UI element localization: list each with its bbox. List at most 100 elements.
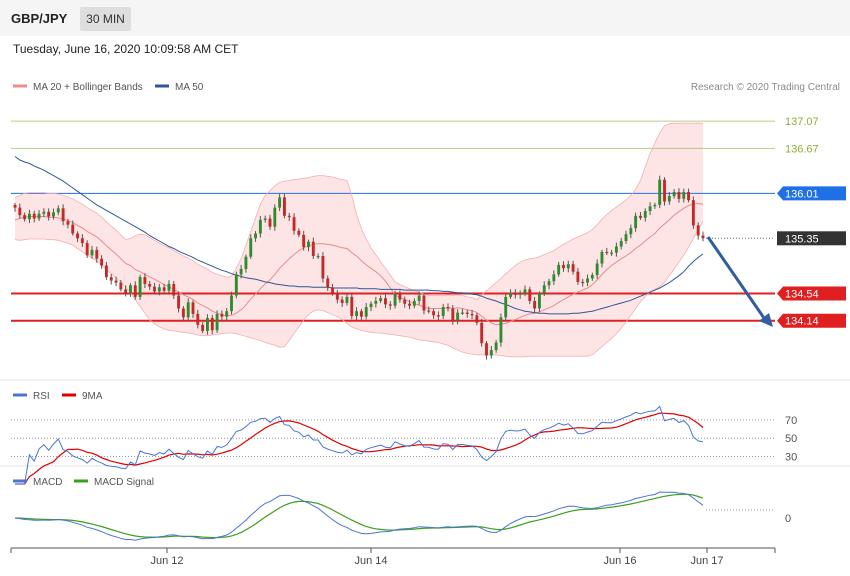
macd-layer: 0 xyxy=(14,491,791,541)
candle-body xyxy=(364,307,368,317)
candle-body xyxy=(119,282,123,290)
candle-body xyxy=(566,264,570,269)
level-labels-layer: 137.07 136.67 136.01 135.35 134.54 134.14 xyxy=(777,116,846,328)
timeframe-button[interactable]: 30 MIN xyxy=(80,7,131,31)
x-tick-label: Jun 16 xyxy=(603,555,636,567)
candle-body xyxy=(234,274,238,296)
candle-body xyxy=(542,285,546,294)
candle-body xyxy=(302,234,306,248)
candle-body xyxy=(321,256,325,279)
candle-body xyxy=(23,215,27,220)
candle-body xyxy=(393,294,397,306)
candle-body xyxy=(427,310,431,312)
candle-body xyxy=(403,299,407,304)
candle-body xyxy=(643,211,647,218)
legend-ma20-label: MA 20 + Bollinger Bands xyxy=(33,82,143,93)
level-tag-135-35 xyxy=(777,231,846,246)
ma50-line xyxy=(14,156,704,315)
candle-body xyxy=(129,285,132,293)
candle-body xyxy=(460,312,464,314)
legend-macd-signal-label: MACD Signal xyxy=(94,477,154,488)
candle-body xyxy=(480,322,484,344)
candle-body xyxy=(80,238,84,244)
bollinger-band-fill xyxy=(15,123,703,357)
candle-body xyxy=(340,299,344,304)
rsi-layer: 70 50 30 xyxy=(11,405,797,485)
candle-body xyxy=(143,277,147,284)
candle-body xyxy=(667,196,671,202)
candle-body xyxy=(422,295,426,311)
level-tag-134-14 xyxy=(777,313,846,328)
candle-body xyxy=(456,312,460,321)
candle-body xyxy=(586,278,589,283)
candle-body xyxy=(42,211,46,214)
candle-body xyxy=(191,302,195,314)
x-tick-label: Jun 12 xyxy=(150,555,183,567)
candle-body xyxy=(441,307,445,316)
candle-body xyxy=(186,302,190,318)
candle-body xyxy=(446,307,450,309)
candle-body xyxy=(537,293,541,309)
legend-rsi-label: RSI xyxy=(33,391,50,402)
candle-body xyxy=(177,295,181,309)
candle-body xyxy=(412,300,416,306)
legend-rsi-ma-label: 9MA xyxy=(82,391,103,402)
top-bar: GBP/JPY 30 MIN xyxy=(0,0,850,36)
candle-body xyxy=(61,208,65,222)
candle-body xyxy=(225,311,229,317)
candle-body xyxy=(663,179,666,202)
candle-body xyxy=(648,206,652,212)
legend-ma50-label: MA 50 xyxy=(175,82,204,93)
candle-body xyxy=(672,191,676,197)
candle-body xyxy=(331,287,334,294)
candle-body xyxy=(533,300,537,309)
candle-body xyxy=(52,212,55,217)
candlestick-layer xyxy=(13,175,705,360)
candle-body xyxy=(398,294,402,300)
candle-body xyxy=(374,300,378,304)
candle-body xyxy=(485,343,488,356)
candle-body xyxy=(547,281,551,286)
levels-layer xyxy=(11,120,775,322)
candle-body xyxy=(451,308,455,321)
candle-body xyxy=(278,197,282,208)
candle-body xyxy=(95,249,99,259)
candle-body xyxy=(85,243,89,256)
candle-body xyxy=(258,219,262,234)
candle-body xyxy=(13,204,17,208)
level-label-137-07: 137.07 xyxy=(785,116,819,128)
candle-body xyxy=(557,264,561,275)
candle-body xyxy=(76,233,79,239)
candle-body xyxy=(696,225,700,236)
candle-body xyxy=(355,311,359,316)
candle-body xyxy=(350,296,354,316)
candle-body xyxy=(470,313,474,316)
candle-body xyxy=(162,287,166,291)
macd-tick-0: 0 xyxy=(785,513,791,525)
candle-body xyxy=(691,200,695,226)
candle-body xyxy=(653,204,657,207)
candle-body xyxy=(311,241,315,257)
candle-body xyxy=(100,258,104,266)
candle-body xyxy=(682,191,686,199)
candle-body xyxy=(244,256,248,269)
candle-body xyxy=(157,287,161,292)
x-axis-ticks: Jun 12 Jun 14 Jun 16 Jun 17 xyxy=(10,548,776,567)
candle-body xyxy=(475,315,479,323)
candle-body xyxy=(148,283,152,287)
level-label-134-54: 134.54 xyxy=(785,288,819,300)
candle-body xyxy=(509,292,512,297)
candle-body xyxy=(133,285,137,297)
candle-body xyxy=(590,275,594,279)
candle-body xyxy=(335,293,339,300)
candle-body xyxy=(408,303,411,306)
candle-body xyxy=(167,283,171,291)
candle-body xyxy=(172,283,176,296)
level-label-134-14: 134.14 xyxy=(785,316,819,328)
candle-body xyxy=(369,303,373,308)
level-tag-136-01 xyxy=(777,186,846,201)
bollinger-upper-line xyxy=(14,122,703,301)
candle-body xyxy=(307,241,310,248)
candle-body xyxy=(71,224,75,234)
